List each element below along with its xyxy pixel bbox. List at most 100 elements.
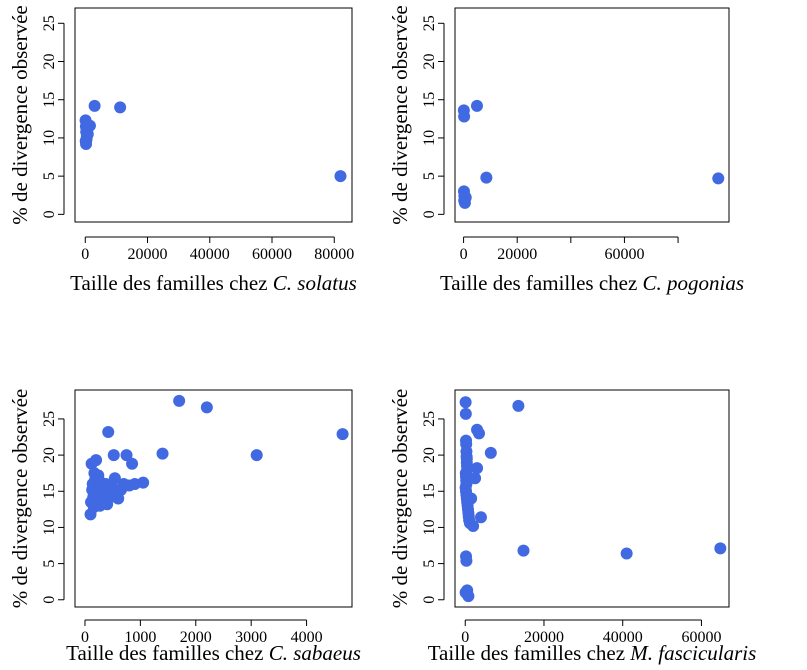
data-point — [459, 396, 472, 409]
data-point — [465, 492, 478, 505]
x-axis-label-species: C. solatus — [273, 271, 357, 295]
data-point — [120, 449, 133, 462]
y-tick-label: 25 — [41, 411, 58, 427]
data-point — [83, 119, 96, 132]
y-tick-label: 5 — [41, 172, 58, 180]
data-point — [107, 449, 120, 462]
y-tick-label: 15 — [421, 92, 438, 108]
data-point — [474, 511, 487, 524]
y-axis-label: % de divergence observée — [8, 389, 32, 608]
x-tick-label: 60000 — [252, 246, 292, 263]
data-point — [620, 547, 633, 560]
y-tick-label: 0 — [421, 210, 438, 218]
x-tick-label: 20000 — [128, 246, 168, 263]
x-tick-label: 80000 — [314, 246, 354, 263]
data-point — [471, 423, 484, 436]
y-tick-label: 0 — [41, 210, 58, 218]
plot-frame — [74, 7, 353, 223]
scatter-panel-3: 0 5 10 15 20 25 0 1000 2000 3000 4000 % de divergen… — [8, 389, 361, 665]
y-axis-label: % de divergence observée — [388, 5, 412, 224]
x-tick-label: 20000 — [524, 629, 564, 646]
x-axis-label-species: C. pogonias — [643, 271, 745, 295]
x-tick-label: 20000 — [497, 246, 537, 263]
data-point — [90, 454, 103, 467]
data-point — [114, 101, 127, 114]
y-tick-label: 10 — [421, 130, 438, 146]
x-tick-label: 60000 — [681, 629, 721, 646]
x-axis-label-prefix: Taille des familles chez — [440, 271, 643, 295]
plot-frame — [454, 7, 730, 223]
scatter-panel-2: 0 5 10 15 20 25 0 20000 60000 % de divergence obs… — [388, 5, 744, 295]
data-point — [137, 476, 150, 489]
data-point — [88, 99, 101, 112]
x-axis-label: Taille des familles chez C. sabaeus — [66, 641, 361, 665]
y-tick-label: 10 — [41, 130, 58, 146]
data-point — [173, 394, 186, 407]
x-tick-label: 3000 — [235, 629, 267, 646]
y-tick-label: 20 — [421, 447, 438, 463]
y-tick-label: 10 — [421, 519, 438, 535]
data-point — [460, 554, 473, 567]
data-point — [334, 170, 347, 183]
data-point — [469, 472, 482, 485]
y-tick-label: 5 — [421, 560, 438, 568]
x-tick-label: 0 — [81, 246, 89, 263]
x-tick-label: 0 — [460, 246, 468, 263]
data-point — [459, 407, 472, 420]
data-point — [336, 428, 349, 441]
y-axis-label: % de divergence observée — [8, 5, 32, 224]
data-point — [467, 519, 480, 532]
data-point — [714, 542, 727, 555]
y-tick-label: 15 — [41, 92, 58, 108]
x-tick-label: 4000 — [291, 629, 323, 646]
data-point — [250, 449, 263, 462]
data-point — [458, 110, 471, 123]
data-point — [484, 446, 497, 459]
y-tick-label: 5 — [421, 172, 438, 180]
data-point — [480, 171, 493, 184]
y-tick-label: 15 — [421, 483, 438, 499]
y-tick-label: 5 — [41, 560, 58, 568]
data-point — [156, 447, 169, 460]
x-tick-label: 2000 — [180, 629, 212, 646]
x-tick-label: 1000 — [124, 629, 156, 646]
x-axis-label-prefix: Taille des familles chez — [428, 641, 631, 665]
data-point — [126, 457, 139, 470]
data-point — [102, 425, 115, 438]
y-tick-label: 20 — [41, 54, 58, 70]
x-tick-label: 40000 — [603, 629, 643, 646]
y-axis-label: % de divergence observée — [388, 389, 412, 608]
data-point — [712, 172, 725, 185]
x-axis-label: Taille des familles chez C. pogonias — [440, 271, 744, 295]
x-axis-label-prefix: Taille des familles chez — [66, 641, 269, 665]
x-axis-label: Taille des familles chez M. fascicularis — [428, 641, 757, 665]
x-tick-label: 0 — [81, 629, 89, 646]
y-tick-label: 10 — [41, 519, 58, 535]
x-axis-label: Taille des familles chez C. solatus — [70, 271, 357, 295]
data-point — [460, 452, 473, 465]
x-tick-label: 40000 — [190, 246, 230, 263]
scatter-panel-4: 0 5 10 15 20 25 0 20000 40000 60000 % de divergenc… — [388, 389, 756, 665]
x-tick-label: 60000 — [604, 246, 644, 263]
y-tick-label: 25 — [421, 411, 438, 427]
y-tick-label: 25 — [421, 15, 438, 31]
y-tick-label: 0 — [421, 596, 438, 604]
data-point — [517, 544, 530, 557]
data-point — [459, 191, 472, 204]
plot-frame — [454, 389, 730, 608]
data-point — [471, 462, 484, 475]
y-tick-label: 0 — [41, 596, 58, 604]
data-point — [200, 401, 213, 414]
x-axis-label-species: C. sabaeus — [269, 641, 361, 665]
data-point — [101, 498, 114, 511]
y-tick-label: 20 — [41, 447, 58, 463]
scatter-panel-1: 0 5 10 15 20 25 0 20000 40000 60000 80000 % de dive… — [8, 5, 357, 295]
x-axis-label-species: M. fascicularis — [629, 641, 756, 665]
data-point — [108, 472, 121, 485]
y-tick-label: 15 — [41, 483, 58, 499]
x-tick-label: 0 — [461, 629, 469, 646]
data-point — [459, 586, 472, 599]
data-point — [512, 399, 525, 412]
data-point — [470, 99, 483, 112]
